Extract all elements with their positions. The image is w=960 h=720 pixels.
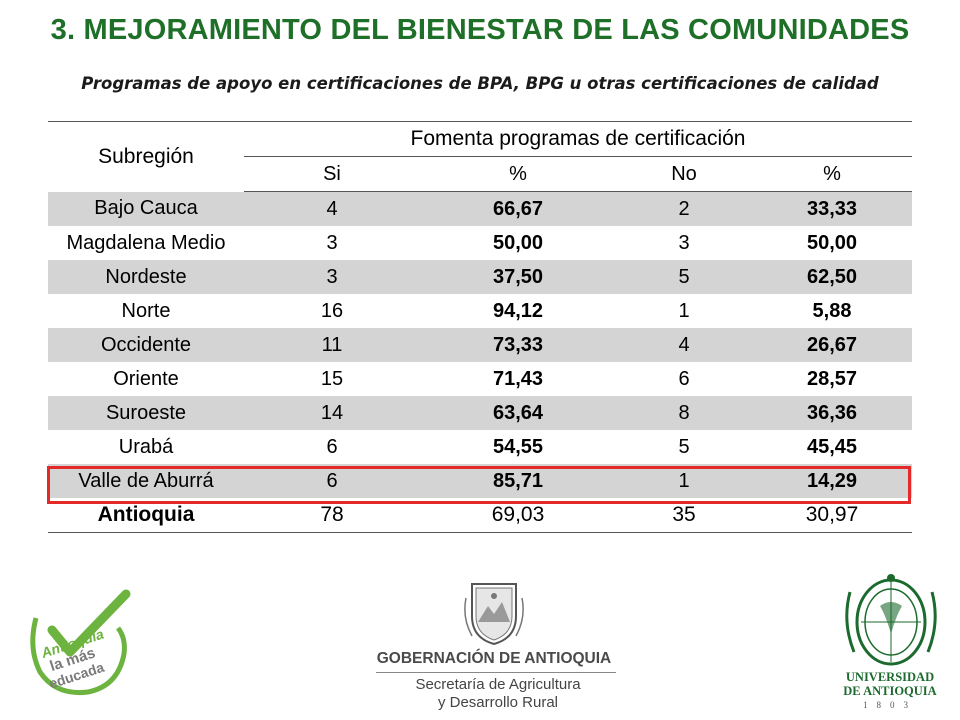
col-no-header: No bbox=[616, 156, 752, 192]
table-body: Bajo Cauca 4 66,67 2 33,33 Magdalena Medio 3 50… bbox=[48, 191, 912, 533]
cell-no: 5 bbox=[616, 260, 752, 294]
cell-si: 4 bbox=[244, 191, 420, 226]
cell-name: Norte bbox=[121, 299, 171, 322]
cell-si: 16 bbox=[320, 299, 344, 322]
cell-si: 14 bbox=[244, 396, 420, 430]
table-row: Occidente 11 73,33 4 26,67 bbox=[48, 328, 912, 362]
subregion-header: Subregión bbox=[98, 144, 194, 168]
cell-no-pct: 62,50 bbox=[752, 260, 912, 294]
cell-si: 3 bbox=[244, 260, 420, 294]
cell-no: 4 bbox=[616, 328, 752, 362]
table-row: Norte 16 94,12 1 5,88 bbox=[48, 294, 912, 328]
cell-no: 2 bbox=[616, 191, 752, 226]
cell-no: 8 bbox=[616, 396, 752, 430]
cell-no-pct: 5,88 bbox=[812, 299, 852, 322]
slide-title: 3. MEJORAMIENTO DEL BIENESTAR DE LAS COM… bbox=[50, 14, 910, 46]
cell-si-pct: 37,50 bbox=[420, 260, 616, 294]
cell-name: Magdalena Medio bbox=[66, 231, 226, 254]
cell-no-pct: 45,45 bbox=[806, 435, 858, 458]
table-row: Bajo Cauca 4 66,67 2 33,33 bbox=[48, 191, 912, 226]
highlight-box bbox=[47, 466, 911, 504]
cell-no-pct: 28,57 bbox=[806, 367, 858, 390]
gobernacion-title: GOBERNACIÓN DE ANTIOQUIA bbox=[376, 650, 612, 667]
udea-year: 1803 bbox=[863, 700, 917, 710]
cell-no: 6 bbox=[678, 367, 690, 390]
col-si-pct-header: % bbox=[420, 156, 616, 192]
antioquia-educada-logo: Antioquia la más educada bbox=[22, 588, 134, 705]
cell-no-pct: 26,67 bbox=[752, 328, 912, 362]
table-row: Nordeste 3 37,50 5 62,50 bbox=[48, 260, 912, 294]
udea-name: UNIVERSIDAD DE ANTIOQUIA bbox=[830, 670, 950, 698]
cell-si-pct: 71,43 bbox=[492, 367, 544, 390]
cell-name: Urabá bbox=[118, 435, 174, 458]
cell-si-pct: 85,71 bbox=[420, 464, 616, 498]
table-row: Oriente 15 71,43 6 28,57 bbox=[48, 362, 912, 396]
cell-no-pct: 33,33 bbox=[752, 191, 912, 226]
cell-si-pct: 50,00 bbox=[492, 231, 544, 254]
cell-si: 11 bbox=[244, 328, 420, 362]
col-si-header: Si bbox=[244, 156, 420, 192]
col-no-pct-header: % bbox=[752, 156, 912, 192]
cell-si: 6 bbox=[326, 435, 338, 458]
gobernacion-logo bbox=[372, 578, 616, 653]
table-top-rule bbox=[48, 121, 912, 122]
udea-logo bbox=[836, 572, 946, 675]
cell-si-pct: 63,64 bbox=[420, 396, 616, 430]
university-seal-icon bbox=[845, 574, 937, 666]
cell-no: 3 bbox=[678, 231, 690, 254]
coat-of-arms-icon bbox=[464, 583, 524, 646]
table-row: Suroeste 14 63,64 8 36,36 bbox=[48, 396, 912, 430]
secretaria-line1: Secretaría de Agricultura bbox=[415, 676, 581, 693]
table-row: Valle de Aburrá 6 85,71 1 14,29 bbox=[48, 464, 912, 498]
table-row: Magdalena Medio 3 50,00 3 50,00 bbox=[48, 226, 912, 260]
cell-no-pct: 14,29 bbox=[752, 464, 912, 498]
cell-si: 3 bbox=[326, 231, 338, 254]
slide-subtitle: Programas de apoyo en certificaciones de… bbox=[81, 74, 879, 93]
cell-si: 6 bbox=[244, 464, 420, 498]
gobernacion-rule bbox=[376, 672, 616, 673]
cell-si-pct: 54,55 bbox=[492, 435, 544, 458]
certification-table: Subregión Fomenta programas de certifica… bbox=[48, 122, 912, 533]
cell-name: Suroeste bbox=[48, 396, 244, 430]
cell-no: 1 bbox=[616, 464, 752, 498]
cell-si-pct: 73,33 bbox=[420, 328, 616, 362]
cell-name: Valle de Aburrá bbox=[48, 464, 244, 498]
group-header: Fomenta programas de certificación bbox=[244, 122, 912, 157]
cell-no: 5 bbox=[678, 435, 690, 458]
udea-line2: DE ANTIOQUIA bbox=[843, 684, 937, 698]
udea-line1: UNIVERSIDAD bbox=[845, 670, 935, 684]
table-row: Urabá 6 54,55 5 45,45 bbox=[48, 430, 912, 464]
cell-no-pct: 36,36 bbox=[752, 396, 912, 430]
cell-name: Oriente bbox=[113, 367, 179, 390]
cell-si: 15 bbox=[320, 367, 344, 390]
secretaria-line2: y Desarrollo Rural bbox=[437, 694, 559, 711]
cell-no: 1 bbox=[678, 299, 690, 322]
cell-name: Bajo Cauca bbox=[48, 191, 244, 226]
cell-si-pct: 94,12 bbox=[492, 299, 544, 322]
cell-si-pct: 66,67 bbox=[420, 191, 616, 226]
cell-name: Occidente bbox=[48, 328, 244, 362]
cell-name: Nordeste bbox=[48, 260, 244, 294]
checkmark-icon: Antioquia la más educada bbox=[30, 589, 131, 696]
cell-no-pct: 50,00 bbox=[806, 231, 858, 254]
